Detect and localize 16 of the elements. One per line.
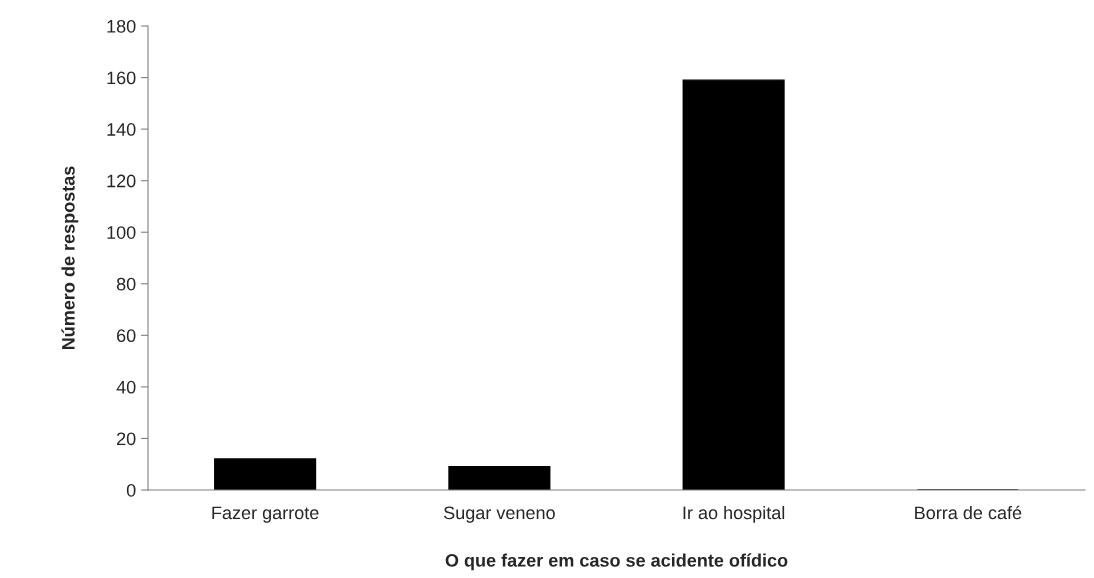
x-axis-title: O que fazer em caso se acidente ofídico	[445, 553, 788, 571]
y-tick-label: 140	[107, 123, 136, 136]
x-tick-label: Sugar veneno	[443, 506, 555, 523]
y-tick-label: 20	[117, 432, 136, 446]
x-tick-label: Ir ao hospital	[683, 505, 785, 523]
y-tick-label: 0	[126, 483, 136, 497]
y-tick-label: 60	[117, 329, 136, 343]
y-tick-label: 40	[116, 380, 136, 394]
x-tick-label: Fazer garrote	[212, 506, 319, 523]
y-tick-label: 80	[116, 277, 136, 291]
y-tick-label: 160	[107, 71, 136, 85]
y-axis-title: Número de respostas	[61, 166, 79, 350]
y-tick-label: 100	[107, 226, 136, 239]
y-tick-label: 180	[107, 19, 136, 33]
x-tick-label: Borra de café	[915, 505, 1022, 520]
y-tick-label: 120	[107, 174, 136, 188]
